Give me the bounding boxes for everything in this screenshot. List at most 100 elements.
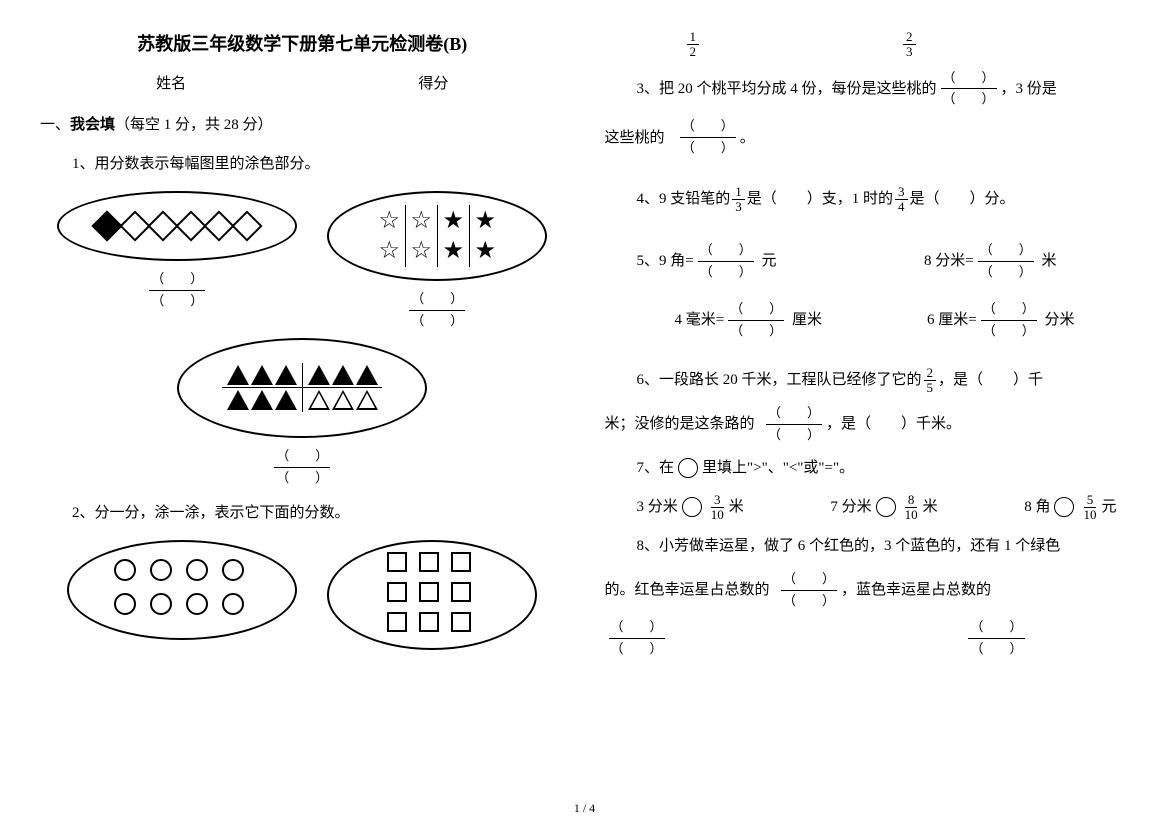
square-icon xyxy=(419,612,439,632)
blank-denominator: （ ） xyxy=(781,591,837,610)
blank-denominator: （ ） xyxy=(609,639,665,658)
question-8: 8、小芳做幸运星，做了 6 个红色的，3 个蓝色的，还有 1 个绿色 xyxy=(637,532,1130,561)
unit-m: 米 xyxy=(923,493,938,522)
square-icon xyxy=(451,612,471,632)
compare-blank[interactable] xyxy=(682,497,702,517)
divider-line xyxy=(469,205,470,267)
stars-grid: ☆ ☆ ★ ★ ☆ ☆ ★ ★ xyxy=(375,207,499,265)
name-score-row: 姓名 得分 xyxy=(40,72,565,93)
fraction-blank[interactable]: （ ） （ ） xyxy=(978,242,1034,281)
fraction-3-4: 3 4 xyxy=(895,185,908,215)
denominator: 4 xyxy=(895,200,908,214)
triangle-group xyxy=(222,363,302,387)
q7-item: 3 分米 3 10 米 xyxy=(637,493,744,523)
section-prefix: 一、 xyxy=(40,117,70,133)
squares-grid xyxy=(387,552,477,638)
triangle-group xyxy=(222,388,302,412)
triangle-group xyxy=(303,363,383,387)
compare-blank[interactable] xyxy=(876,497,896,517)
q5-item: 5、9 角= （ ） （ ） 元 xyxy=(637,242,777,281)
square-icon xyxy=(387,612,407,632)
blank-denominator: （ ） xyxy=(274,468,330,487)
square-icon xyxy=(451,552,471,572)
q3-text-c: 这些桃的 xyxy=(605,124,665,153)
circle-icon xyxy=(186,593,208,615)
oval-triangles xyxy=(177,338,427,438)
fraction-blank[interactable]: （ ） （ ） xyxy=(728,301,784,340)
star-icon: ★ xyxy=(439,207,467,235)
circle-icon xyxy=(186,559,208,581)
blank-numerator: （ ） xyxy=(968,619,1024,639)
question-3-cont: 这些桃的 （ ） （ ） 。 xyxy=(605,118,1130,157)
q7-item: 8 角 5 10 元 xyxy=(1024,493,1116,523)
q2-fractions-row: 1 2 2 3 xyxy=(685,30,1130,60)
q3-end: 。 xyxy=(740,124,755,153)
q5-item: 4 毫米= （ ） （ ） 厘米 xyxy=(675,301,823,340)
numerator: 3 xyxy=(711,493,724,508)
diamond-icon xyxy=(204,210,235,241)
question-6: 6、一段路长 20 千米，工程队已经修了它的 2 5 ，是（ ）千 xyxy=(637,366,1130,396)
square-icon xyxy=(419,552,439,572)
q7-3a: 8 角 xyxy=(1024,493,1050,522)
numerator: 8 xyxy=(905,493,918,508)
blank-numerator: （ ） xyxy=(274,448,330,468)
star-icon: ☆ xyxy=(407,237,435,265)
fraction-half: 1 2 xyxy=(687,30,700,60)
star-icon: ★ xyxy=(439,237,467,265)
compare-blank[interactable] xyxy=(1054,497,1074,517)
score-label: 得分 xyxy=(418,72,448,93)
denominator: 10 xyxy=(1080,508,1099,522)
blank-denominator: （ ） xyxy=(149,291,205,310)
figure-diamonds-block: （ ） （ ） xyxy=(57,191,297,330)
fraction-blank[interactable]: （ ） （ ） xyxy=(409,291,465,330)
fraction-blank[interactable]: （ ） （ ） xyxy=(274,448,330,487)
numerator: 1 xyxy=(687,30,700,45)
blank-denominator: （ ） xyxy=(698,262,754,281)
blank-denominator: （ ） xyxy=(766,425,822,444)
oval-squares xyxy=(327,540,537,650)
triangle-icon xyxy=(275,390,297,410)
oval-stars: ☆ ☆ ★ ★ ☆ ☆ ★ ★ xyxy=(327,191,547,281)
circles-grid xyxy=(114,559,250,621)
q5-b: 元 xyxy=(761,245,776,278)
blank-numerator: （ ） xyxy=(680,118,736,138)
blank-numerator: （ ） xyxy=(728,301,784,321)
star-icon: ☆ xyxy=(375,207,403,235)
fraction-blank[interactable]: （ ） （ ） xyxy=(781,571,837,610)
square-icon xyxy=(451,582,471,602)
blank-numerator: （ ） xyxy=(941,70,997,90)
q8-b: 的。红色幸运星占总数的 xyxy=(605,576,770,605)
q5-g: 6 厘米= xyxy=(927,304,977,337)
right-column: 1 2 2 3 3、把 20 个桃平均分成 4 份，每份是这些桃的 （ ） （ … xyxy=(605,30,1130,668)
q7-1a: 3 分米 xyxy=(637,493,678,522)
fraction-8-10: 8 10 xyxy=(902,493,921,523)
fraction-5-10: 5 10 xyxy=(1080,493,1099,523)
numerator: 2 xyxy=(924,366,937,381)
fraction-blank[interactable]: （ ） （ ） xyxy=(680,118,736,157)
numerator: 2 xyxy=(903,30,916,45)
compare-circle-icon xyxy=(678,458,698,478)
fraction-blank[interactable]: （ ） （ ） xyxy=(766,405,822,444)
blank-numerator: （ ） xyxy=(781,571,837,591)
question-4: 4、9 支铅笔的 1 3 是（ ）支，1 时的 3 4 是（ ）分。 xyxy=(637,183,1130,216)
question-7-items: 3 分米 3 10 米 7 分米 8 10 米 8 角 xyxy=(637,493,1117,523)
denominator: 3 xyxy=(732,200,745,214)
question-8-fracs: （ ） （ ） （ ） （ ） xyxy=(605,619,1085,658)
divider-line xyxy=(437,205,438,267)
name-label: 姓名 xyxy=(156,72,186,93)
triangles-container xyxy=(222,363,383,412)
fraction-blank[interactable]: （ ） （ ） xyxy=(968,619,1024,658)
fraction-blank[interactable]: （ ） （ ） xyxy=(981,301,1037,340)
fraction-blank[interactable]: （ ） （ ） xyxy=(698,242,754,281)
circle-icon xyxy=(114,593,136,615)
fraction-blank[interactable]: （ ） （ ） xyxy=(941,70,997,109)
fraction-blank[interactable]: （ ） （ ） xyxy=(609,619,665,658)
blank-numerator: （ ） xyxy=(609,619,665,639)
q5-item: 8 分米= （ ） （ ） 米 xyxy=(924,242,1057,281)
q7-a: 7、在 xyxy=(637,454,675,483)
q5-c: 8 分米= xyxy=(924,245,974,278)
diamond-icon xyxy=(92,210,123,241)
circle-icon xyxy=(114,559,136,581)
fraction-blank[interactable]: （ ） （ ） xyxy=(149,271,205,310)
q5-h: 分米 xyxy=(1044,304,1074,337)
